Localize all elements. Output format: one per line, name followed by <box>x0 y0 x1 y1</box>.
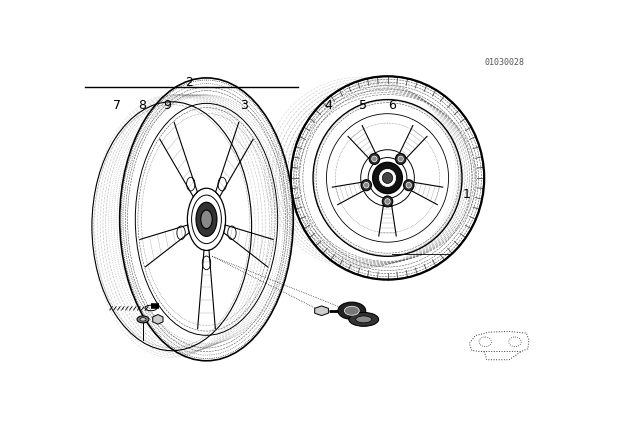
Ellipse shape <box>385 198 390 204</box>
Ellipse shape <box>406 182 412 188</box>
Ellipse shape <box>140 318 146 321</box>
Ellipse shape <box>382 196 393 207</box>
Ellipse shape <box>380 169 396 186</box>
Text: 5: 5 <box>358 99 367 112</box>
Ellipse shape <box>382 172 393 183</box>
Text: 7: 7 <box>113 99 121 112</box>
Text: 2: 2 <box>185 76 193 89</box>
Ellipse shape <box>372 162 403 194</box>
Ellipse shape <box>372 156 377 162</box>
Text: 6: 6 <box>388 99 396 112</box>
Ellipse shape <box>349 313 379 326</box>
Ellipse shape <box>356 316 372 323</box>
Ellipse shape <box>396 154 406 164</box>
Text: 01030028: 01030028 <box>484 58 524 67</box>
Ellipse shape <box>398 156 403 162</box>
Text: 3: 3 <box>240 99 248 112</box>
Ellipse shape <box>137 316 149 323</box>
Ellipse shape <box>361 180 371 191</box>
Ellipse shape <box>404 180 414 191</box>
Ellipse shape <box>338 302 365 319</box>
Polygon shape <box>315 306 328 315</box>
Text: 1: 1 <box>463 188 471 201</box>
Ellipse shape <box>201 210 212 228</box>
Ellipse shape <box>196 202 217 237</box>
Text: 8: 8 <box>138 99 146 112</box>
Ellipse shape <box>364 182 369 188</box>
Text: 4: 4 <box>324 99 332 112</box>
Polygon shape <box>153 314 163 324</box>
Text: 9: 9 <box>163 99 171 112</box>
Ellipse shape <box>344 306 359 315</box>
Ellipse shape <box>369 154 380 164</box>
